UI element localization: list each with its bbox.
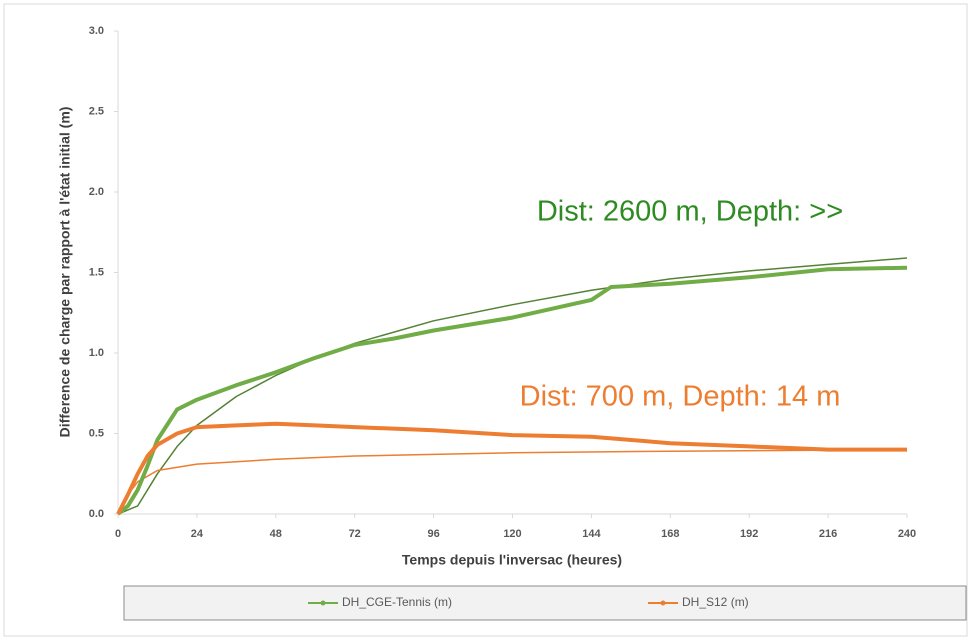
annotation: Dist: 2600 m, Depth: >> [537, 196, 843, 228]
legend-label: DH_CGE-Tennis (m) [342, 595, 452, 609]
x-tick-label: 72 [349, 528, 361, 540]
y-tick-label: 2.5 [89, 105, 104, 117]
x-tick-label: 168 [661, 528, 679, 540]
y-tick-label: 1.5 [89, 266, 104, 278]
legend-marker [320, 600, 326, 606]
annotation: Dist: 700 m, Depth: 14 m [520, 381, 841, 413]
x-tick-label: 192 [740, 528, 758, 540]
x-tick-label: 240 [898, 528, 916, 540]
y-axis-title: Difference de charge par rapport à l'éta… [57, 107, 73, 438]
y-tick-label: 0.0 [89, 508, 104, 520]
legend-marker [660, 600, 666, 606]
y-tick-label: 2.0 [89, 186, 104, 198]
y-tick-label: 0.5 [89, 427, 104, 439]
series-line [116, 265, 908, 516]
x-tick-label: 0 [115, 528, 121, 540]
x-tick-label: 120 [503, 528, 521, 540]
y-tick-label: 1.0 [89, 347, 104, 359]
x-tick-label: 48 [270, 528, 282, 540]
legend-label: DH_S12 (m) [682, 595, 749, 609]
x-tick-label: 96 [427, 528, 439, 540]
series-line [116, 421, 907, 515]
x-tick-label: 144 [582, 528, 601, 540]
series-line [117, 448, 908, 515]
y-tick-label: 3.0 [89, 25, 104, 37]
x-tick-label: 216 [819, 528, 837, 540]
legend [123, 585, 967, 621]
x-tick-label: 24 [191, 528, 204, 540]
x-axis-title: Temps depuis l'inversac (heures) [402, 552, 622, 568]
